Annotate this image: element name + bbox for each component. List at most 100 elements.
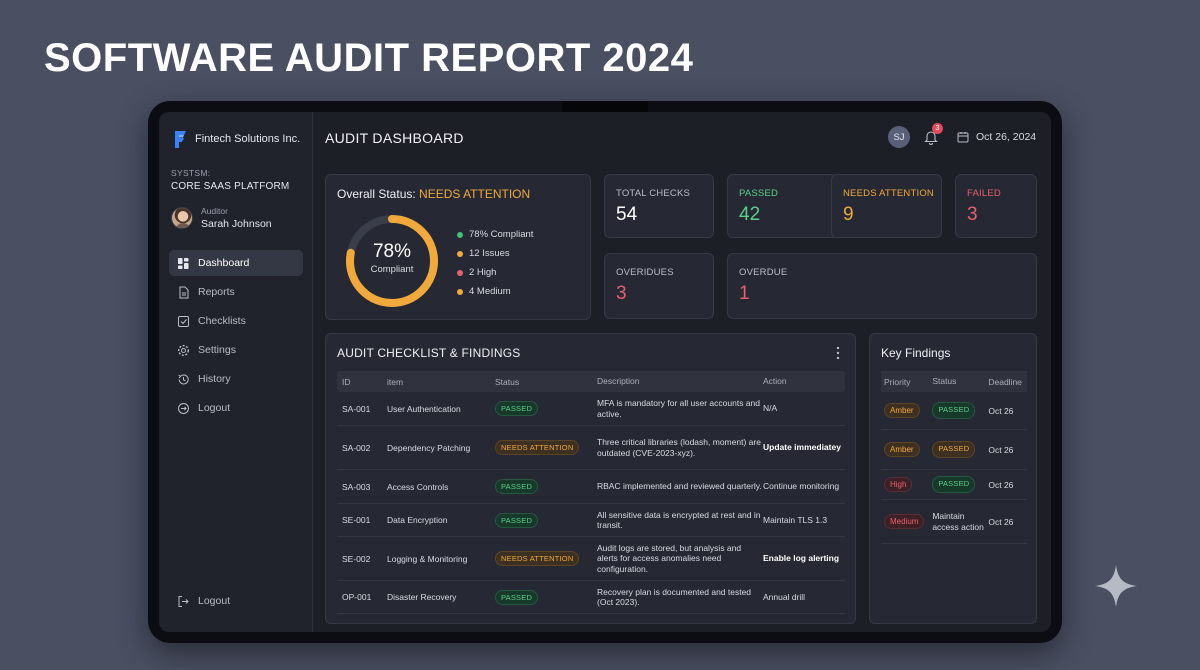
status-badge: PASSED bbox=[495, 512, 539, 528]
metric-label: PASSED bbox=[739, 188, 779, 199]
header-title: AUDIT DASHBOARD bbox=[325, 130, 464, 146]
column-header[interactable]: Description bbox=[597, 376, 640, 387]
row-action[interactable]: Maintain TLS 1.3 bbox=[763, 514, 828, 525]
row-action[interactable]: Enable log alerting bbox=[763, 553, 840, 564]
table-header: Priority Status Deadline bbox=[881, 371, 1027, 392]
kebab-menu-icon[interactable] bbox=[836, 346, 840, 360]
findings-table: Priority Status Deadline Amber PASSED Oc… bbox=[881, 371, 1027, 544]
metric-overidues[interactable]: OVERIDUES 3 bbox=[604, 253, 714, 319]
column-header[interactable]: Action bbox=[763, 376, 787, 387]
priority-badge: Medium bbox=[884, 514, 925, 529]
auditor-name: Sarah Johnson bbox=[201, 218, 272, 230]
sidebar-item-checklists[interactable]: Checklists bbox=[169, 308, 303, 334]
priority-badge: Amber bbox=[884, 403, 920, 418]
table-row[interactable]: Amber PASSED Oct 26 bbox=[881, 392, 1027, 430]
sidebar-item-logout[interactable]: Logout bbox=[169, 395, 303, 421]
metric-label: OVERIDUES bbox=[616, 267, 674, 278]
laptop-frame: Fintech Solutions Inc. SYSTSM: CORE SAAS… bbox=[148, 101, 1062, 643]
column-header[interactable]: item bbox=[387, 376, 404, 387]
status-badge: PASSED bbox=[932, 476, 976, 493]
brand[interactable]: Fintech Solutions Inc. bbox=[173, 129, 300, 149]
metric-value: 54 bbox=[616, 204, 638, 225]
compliance-percent: 78% bbox=[372, 241, 412, 262]
grid-icon bbox=[178, 257, 189, 269]
metric-overdue[interactable]: OVERDUE 1 bbox=[727, 253, 1037, 319]
metric-value: 1 bbox=[739, 283, 750, 304]
metric-passed[interactable]: PASSED 42 bbox=[727, 174, 838, 238]
status-badge: PASSED bbox=[495, 589, 539, 605]
status-badge: PASSED bbox=[932, 402, 976, 419]
system-value: CORE SAAS PLATFORM bbox=[171, 181, 290, 192]
sidebar-item-label: Logout bbox=[198, 402, 231, 414]
table-row[interactable]: Medium Maintain access action Oct 26 bbox=[881, 500, 1027, 544]
column-header[interactable]: ID bbox=[342, 376, 351, 387]
user-avatar[interactable]: SJ bbox=[888, 126, 910, 148]
current-date: Oct 26, 2024 bbox=[976, 131, 1037, 143]
sidebar: Fintech Solutions Inc. SYSTSM: CORE SAAS… bbox=[159, 112, 313, 632]
table-row[interactable]: SA-003 Access Controls PASSED RBAC imple… bbox=[337, 470, 845, 504]
logout-icon bbox=[178, 595, 189, 607]
key-findings-panel: Key Findings Priority Status Deadline Am… bbox=[869, 333, 1037, 624]
notification-badge: 3 bbox=[932, 123, 943, 134]
column-header[interactable]: Status bbox=[932, 376, 957, 387]
sidebar-item-label: Settings bbox=[198, 344, 236, 356]
column-header[interactable]: Deadline bbox=[988, 376, 1022, 387]
audit-checklist-panel: AUDIT CHECKLIST & FINDINGS ID item Statu… bbox=[325, 333, 856, 624]
dashboard-screen: Fintech Solutions Inc. SYSTSM: CORE SAAS… bbox=[159, 112, 1051, 632]
status-badge: NEEDS ATTENTION bbox=[495, 551, 580, 566]
table-row[interactable]: SE-002 Logging & Monitoring NEEDS ATTENT… bbox=[337, 537, 845, 581]
legend-dot bbox=[457, 288, 463, 295]
metric-needs-attention[interactable]: NEEDS ATTENTION 9 bbox=[831, 174, 942, 238]
table-row[interactable]: High PASSED Oct 26 bbox=[881, 470, 1027, 500]
status-badge: PASSED bbox=[932, 441, 976, 458]
overall-status-title: Overall Status: NEEDS ATTENTION bbox=[337, 187, 530, 201]
auditor-profile[interactable]: Auditor Sarah Johnson bbox=[171, 206, 272, 230]
donut-arc bbox=[346, 215, 438, 307]
checkbox-icon bbox=[178, 315, 189, 327]
metric-failed[interactable]: FAILED 3 bbox=[955, 174, 1037, 238]
key-findings-title: Key Findings bbox=[881, 346, 951, 360]
sidebar-item-label: Reports bbox=[198, 286, 235, 298]
table-row[interactable]: Amber PASSED Oct 26 bbox=[881, 430, 1027, 470]
table-row[interactable]: SE-001 Data Encryption PASSED All sensit… bbox=[337, 504, 845, 537]
row-action[interactable]: N/A bbox=[763, 403, 778, 414]
auditor-avatar bbox=[171, 207, 193, 229]
sidebar-item-dashboard[interactable]: Dashboard bbox=[169, 250, 303, 276]
table-row[interactable]: OP-001 Disaster Recovery PASSED Recovery… bbox=[337, 581, 845, 614]
sidebar-item-label: Logout bbox=[198, 595, 231, 607]
status-legend: 78% Compliant 12 Issues 2 High 4 Medium bbox=[457, 225, 533, 301]
legend-item: 2 High bbox=[457, 263, 533, 282]
overall-status-card: Overall Status: NEEDS ATTENTION 78% Comp… bbox=[325, 174, 591, 320]
gear-icon bbox=[177, 344, 190, 356]
row-action[interactable]: Update immediatey bbox=[763, 442, 841, 453]
table-row[interactable]: SA-001 User Authentication PASSED MFA is… bbox=[337, 392, 845, 426]
status-badge: NEEDS ATTENTION bbox=[495, 440, 580, 455]
overall-status-value: NEEDS ATTENTION bbox=[419, 187, 531, 201]
priority-badge: Amber bbox=[884, 442, 920, 457]
metric-label: TOTAL CHECKS bbox=[616, 188, 691, 199]
logout-icon bbox=[178, 402, 189, 414]
sidebar-item-label: History bbox=[198, 373, 231, 385]
calendar-icon[interactable] bbox=[957, 131, 969, 143]
auditor-label: Auditor bbox=[201, 206, 228, 216]
history-icon bbox=[178, 373, 189, 384]
column-header[interactable]: Status bbox=[495, 376, 520, 387]
metric-total-checks[interactable]: TOTAL CHECKS 54 bbox=[604, 174, 714, 238]
column-header[interactable]: Priority bbox=[884, 376, 911, 387]
metric-label: OVERDUE bbox=[739, 267, 788, 278]
row-action[interactable]: Continue monitoring bbox=[763, 481, 840, 492]
sidebar-item-settings[interactable]: Settings bbox=[169, 337, 303, 363]
legend-item: 78% Compliant bbox=[457, 225, 533, 244]
table-header: ID item Status Description Action bbox=[337, 371, 845, 392]
sidebar-logout-bottom[interactable]: Logout bbox=[169, 588, 303, 614]
checklist-table: ID item Status Description Action SA-001… bbox=[337, 371, 845, 614]
sidebar-item-reports[interactable]: Reports bbox=[169, 279, 303, 305]
metric-label: FAILED bbox=[967, 188, 1001, 199]
sidebar-item-history[interactable]: History bbox=[169, 366, 303, 392]
system-label: SYSTSM: bbox=[171, 168, 211, 178]
sidebar-item-label: Dashboard bbox=[198, 257, 250, 269]
row-action[interactable]: Annual drill bbox=[763, 591, 806, 602]
metric-value: 42 bbox=[739, 204, 761, 225]
status-badge: PASSED bbox=[495, 401, 539, 416]
table-row[interactable]: SA-002 Dependency Patching NEEDS ATTENTI… bbox=[337, 426, 845, 470]
